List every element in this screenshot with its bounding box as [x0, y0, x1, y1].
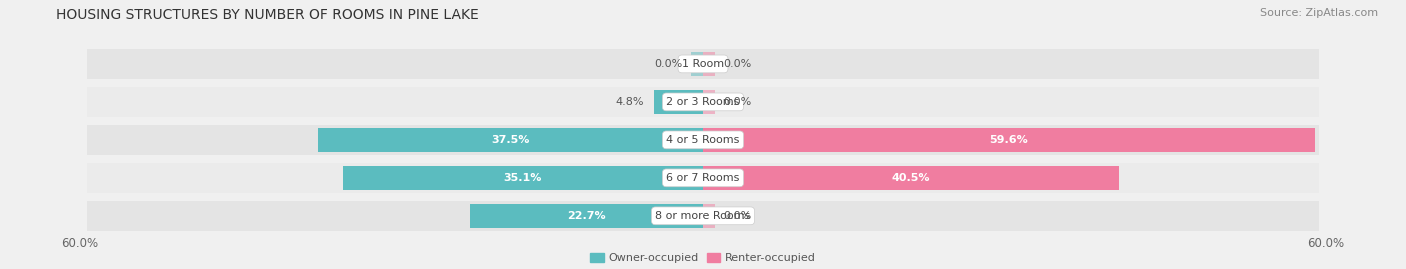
Text: 0.0%: 0.0% [724, 211, 752, 221]
Text: Source: ZipAtlas.com: Source: ZipAtlas.com [1260, 8, 1378, 18]
Text: 0.0%: 0.0% [724, 97, 752, 107]
Bar [87, 49, 703, 79]
Text: 60.0%: 60.0% [1308, 237, 1344, 250]
Bar [703, 90, 716, 114]
Bar [703, 125, 1319, 155]
Bar [703, 87, 1319, 117]
Bar [87, 201, 703, 231]
Legend: Owner-occupied, Renter-occupied: Owner-occupied, Renter-occupied [591, 253, 815, 263]
Text: 60.0%: 60.0% [62, 237, 98, 250]
Bar [318, 128, 703, 152]
Text: 40.5%: 40.5% [891, 173, 931, 183]
Bar [703, 163, 1319, 193]
Bar [470, 204, 703, 228]
Bar [703, 201, 1319, 231]
Bar [87, 87, 703, 117]
Bar [87, 125, 703, 155]
Bar [87, 87, 703, 117]
Bar [87, 49, 703, 79]
Bar [703, 52, 716, 76]
Bar [703, 204, 716, 228]
Bar [703, 87, 1319, 117]
Text: 2 or 3 Rooms: 2 or 3 Rooms [666, 97, 740, 107]
Bar [690, 52, 703, 76]
Bar [87, 125, 703, 155]
Text: 4 or 5 Rooms: 4 or 5 Rooms [666, 135, 740, 145]
Text: 6 or 7 Rooms: 6 or 7 Rooms [666, 173, 740, 183]
Bar [703, 49, 1319, 79]
Text: 0.0%: 0.0% [654, 59, 682, 69]
Bar [703, 201, 1319, 231]
Bar [703, 166, 1119, 190]
Bar [703, 125, 1319, 155]
Text: 37.5%: 37.5% [491, 135, 530, 145]
Text: HOUSING STRUCTURES BY NUMBER OF ROOMS IN PINE LAKE: HOUSING STRUCTURES BY NUMBER OF ROOMS IN… [56, 8, 479, 22]
Text: 59.6%: 59.6% [990, 135, 1028, 145]
Bar [87, 201, 703, 231]
Bar [87, 163, 703, 193]
Bar [703, 128, 1315, 152]
Text: 8 or more Rooms: 8 or more Rooms [655, 211, 751, 221]
Bar [703, 49, 1319, 79]
Text: 1 Room: 1 Room [682, 59, 724, 69]
Text: 0.0%: 0.0% [724, 59, 752, 69]
Text: 22.7%: 22.7% [567, 211, 606, 221]
Bar [87, 163, 703, 193]
Bar [654, 90, 703, 114]
Bar [343, 166, 703, 190]
Text: 35.1%: 35.1% [503, 173, 543, 183]
Bar [703, 163, 1319, 193]
Text: 4.8%: 4.8% [614, 97, 644, 107]
